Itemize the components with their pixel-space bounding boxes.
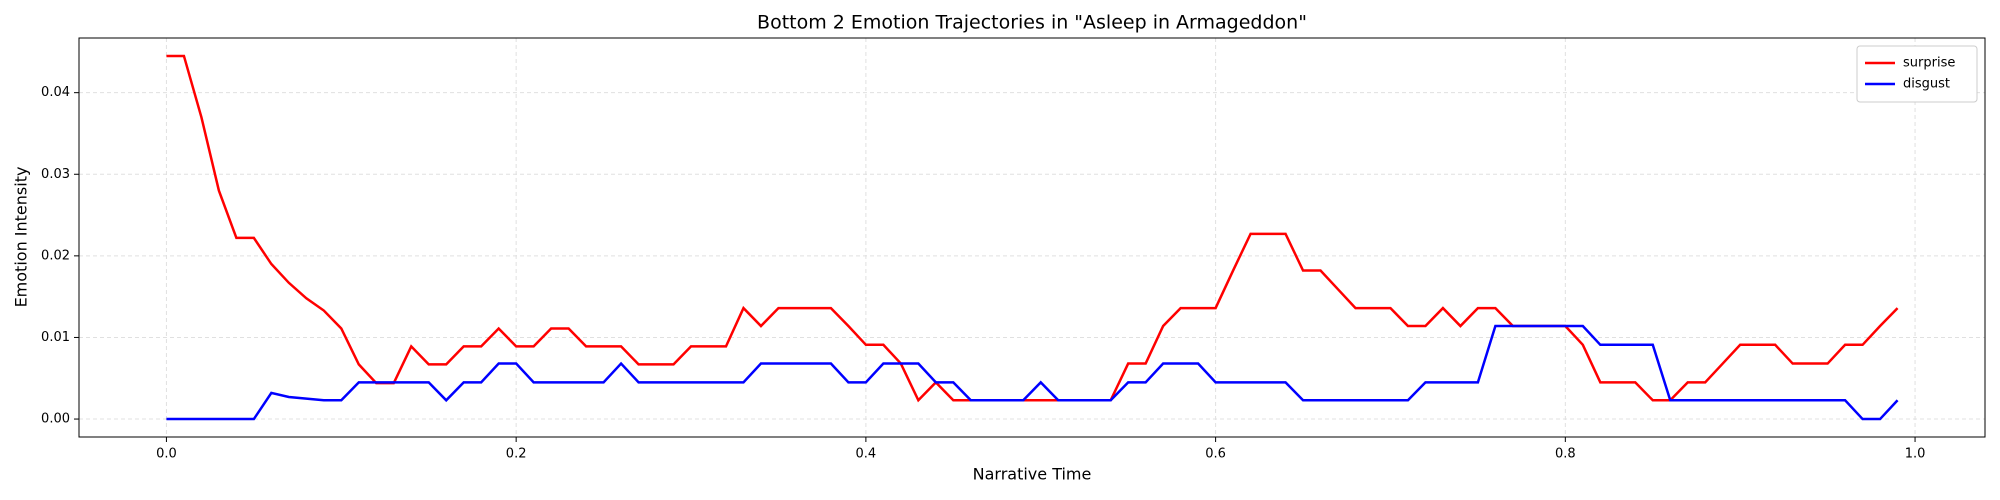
- plot-frame: [78, 37, 1986, 438]
- chart-title: Bottom 2 Emotion Trajectories in "Asleep…: [757, 12, 1307, 34]
- x-tick-label: 0.0: [156, 447, 177, 462]
- legend: surprise disgust: [1856, 45, 1978, 103]
- legend-label: disgust: [1903, 77, 1950, 92]
- y-tick-label: 0.03: [41, 167, 70, 182]
- y-tick-label: 0.00: [41, 412, 70, 427]
- x-tick-label: 0.6: [1205, 447, 1226, 462]
- series-line: [166, 54, 1899, 403]
- x-tick-label: 0.8: [1555, 447, 1576, 462]
- y-axis-label: Emotion Intensity: [12, 167, 31, 308]
- x-tick-label: 0.4: [856, 447, 877, 462]
- y-tick-label: 0.04: [41, 85, 70, 100]
- y-tick-label: 0.01: [41, 330, 70, 345]
- x-tick-label: 0.2: [506, 447, 527, 462]
- series-line: [166, 324, 1899, 421]
- legend-label: surprise: [1903, 56, 1955, 71]
- legend-box: [1856, 45, 1978, 103]
- x-tick-label: 1.0: [1905, 447, 1926, 462]
- y-tick-label: 0.02: [41, 248, 70, 263]
- x-axis-label: Narrative Time: [973, 465, 1092, 484]
